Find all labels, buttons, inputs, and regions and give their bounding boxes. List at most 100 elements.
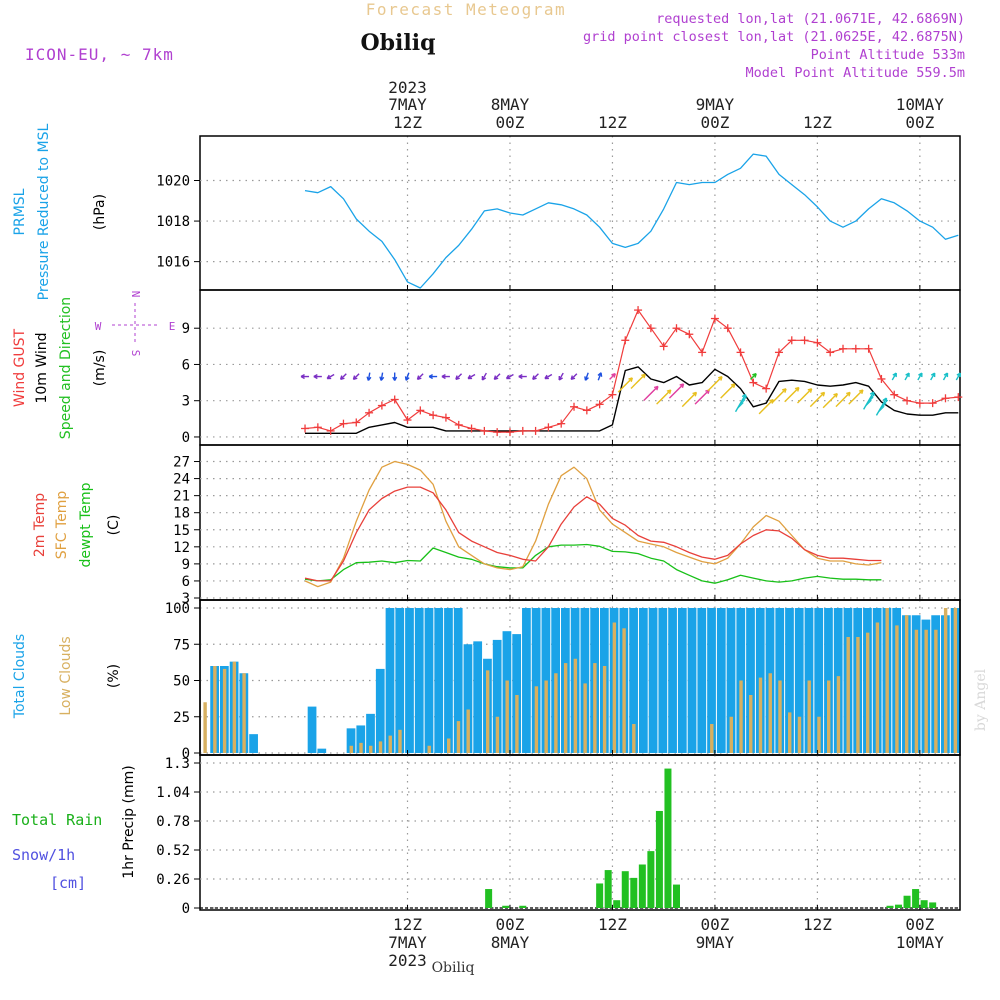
gust-point xyxy=(877,374,886,383)
pressure-unit: (hPa) xyxy=(92,194,108,230)
rain-bar xyxy=(664,768,672,908)
wind-barb-37 xyxy=(771,388,787,404)
rain-bar xyxy=(613,900,621,908)
wind-barb-38 xyxy=(784,386,800,403)
wind-barb-head-b xyxy=(532,377,537,381)
bottom-time-label-0-0: 12Z xyxy=(393,915,422,934)
wind-barb-feather xyxy=(843,392,850,400)
total-cloud-bar xyxy=(746,608,755,753)
top-time-label-1-1: 8MAY xyxy=(491,95,530,114)
low-cloud-bar xyxy=(924,629,928,753)
clouds-ytick-label-4: 100 xyxy=(165,601,190,617)
wind-unit: (m/s) xyxy=(92,350,108,387)
low-cloud-bar xyxy=(788,712,792,753)
low-cloud-bar xyxy=(203,702,207,753)
total-cloud-bar xyxy=(726,608,736,753)
wind-barb-head-b xyxy=(782,388,787,391)
bottom-time-label-1-0: 00Z xyxy=(496,915,525,934)
total-cloud-bar xyxy=(385,608,395,753)
low-cloud-bar xyxy=(914,629,919,753)
wind-barb-46 xyxy=(891,372,897,381)
t2m-line xyxy=(304,486,882,582)
wind-barb-head-b xyxy=(794,386,800,390)
temperature-ytick-label-6: 21 xyxy=(173,489,190,505)
wind-barb-5 xyxy=(366,372,372,381)
low-cloud-bar xyxy=(632,724,636,753)
temp-unit: (C) xyxy=(106,515,122,536)
low-cloud-bar xyxy=(729,716,733,753)
bottom-time-label-5-1: 10MAY xyxy=(896,933,945,952)
wind-barb-1 xyxy=(313,374,322,380)
wind-barb-head-b xyxy=(518,375,523,380)
wind-barb-head-b xyxy=(340,377,345,381)
rain-bar xyxy=(672,884,680,908)
total-cloud-bar xyxy=(629,608,638,753)
wind-barb-51 xyxy=(955,372,961,381)
temperature-ytick-label-2: 9 xyxy=(182,557,190,573)
gridpoint-coords: grid point closest lon,lat (21.0625E, 42… xyxy=(583,29,965,45)
wind-barb-7 xyxy=(392,372,398,381)
gust-point xyxy=(813,338,822,347)
wind-barb-42 xyxy=(835,391,851,408)
wind-barb-head-b xyxy=(628,377,633,380)
wind-barb-head-b xyxy=(807,388,812,391)
wind-barb-41 xyxy=(822,392,838,409)
wind-barb-feather xyxy=(804,388,812,396)
temperature-frame xyxy=(199,444,961,601)
low-cloud-bar xyxy=(943,608,948,753)
wind-barb-feather xyxy=(779,388,786,396)
total-cloud-bar xyxy=(794,608,804,753)
low-cloud-bar xyxy=(797,716,802,753)
low-cloud-bar xyxy=(856,637,860,753)
wind-barb-17 xyxy=(518,374,527,380)
top-time-label-0-2: 12Z xyxy=(393,113,422,132)
low-cloud-bar xyxy=(232,661,237,753)
low-cloud-bar xyxy=(378,741,383,753)
wind-barb-head-b xyxy=(405,377,410,381)
top-time-label-3-1: 9MAY xyxy=(696,95,735,114)
bottom-time-label-3-1: 9MAY xyxy=(696,933,735,952)
gust-line xyxy=(304,309,959,433)
gust-point xyxy=(915,399,924,408)
gust-point xyxy=(723,324,732,333)
gust-point xyxy=(826,348,835,357)
total-cloud-bar xyxy=(395,608,405,753)
wind-barb-26 xyxy=(630,373,646,389)
gust-point xyxy=(480,426,489,435)
clouds-ytick-label-3: 75 xyxy=(173,637,190,653)
total-cloud-bar xyxy=(414,608,424,753)
wind-barb-head-b xyxy=(417,377,422,381)
low-cloud-bar xyxy=(242,673,246,753)
rain-bar xyxy=(596,883,604,908)
rain-bar xyxy=(647,851,655,908)
wind-barb-feather xyxy=(727,384,735,391)
wind-ytick-label-2: 6 xyxy=(182,357,190,373)
wind-barb-23 xyxy=(597,372,603,381)
wind-barb-feather xyxy=(689,392,697,400)
total-cloud-bar xyxy=(687,608,697,753)
top-time-label-2-2: 12Z xyxy=(598,113,627,132)
bottom-time-label-4-0: 12Z xyxy=(803,915,832,934)
total-cloud-bar xyxy=(473,641,483,753)
wind-barb-shaft xyxy=(875,397,888,416)
wind-barb-40 xyxy=(809,391,826,408)
total-cloud-bar xyxy=(405,608,414,753)
wind-barb-feather xyxy=(866,396,874,404)
wind-barb-head-b xyxy=(956,372,961,376)
wind-barb-3 xyxy=(339,373,347,381)
wind-barb-head-b xyxy=(730,383,735,386)
low-cloud-bar xyxy=(602,666,607,753)
total-cloud-bar xyxy=(434,608,444,753)
gust-point xyxy=(749,378,758,387)
wind-barb-29 xyxy=(668,383,685,399)
low-cloud-bar xyxy=(807,680,811,753)
low-cloud-bar xyxy=(466,709,470,753)
low-cloud-bar xyxy=(369,745,373,753)
wind-ytick-label-0: 0 xyxy=(182,430,190,446)
gust-point xyxy=(416,406,425,415)
wind-barb-head-b xyxy=(585,377,589,381)
point-altitude: Point Altitude 533m xyxy=(811,47,965,63)
rain-bar xyxy=(638,864,646,908)
wind-barb-35 xyxy=(750,373,757,380)
prmsl-label: PRMSL xyxy=(12,188,28,235)
